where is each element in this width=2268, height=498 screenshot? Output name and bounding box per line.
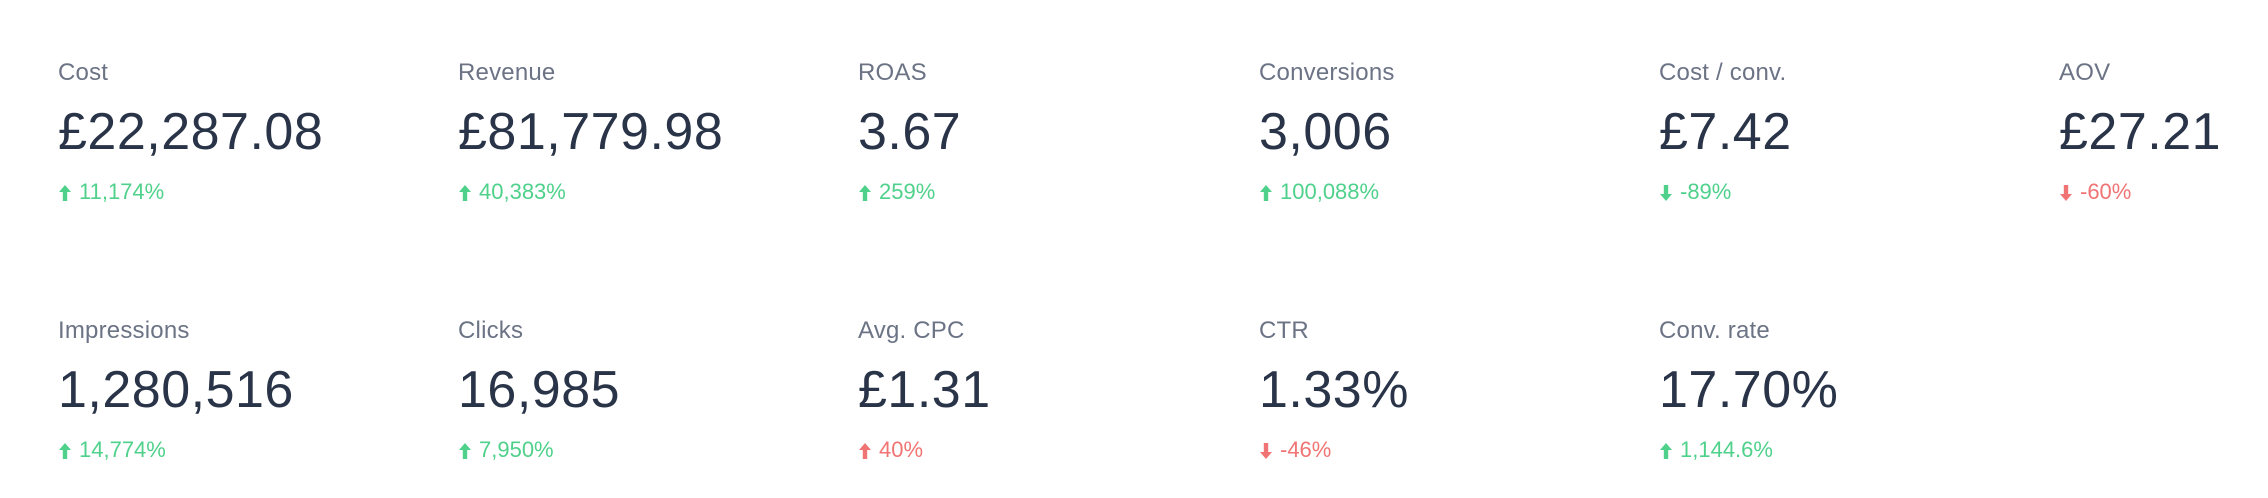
arrow-down-icon [2059, 183, 2073, 203]
kpi-change: -89% [1659, 178, 1731, 206]
kpi-label: Conv. rate [1659, 317, 1770, 344]
kpi-label: CTR [1259, 317, 1309, 344]
kpi-change-value: -60% [2080, 179, 2132, 204]
kpi-change-value: -46% [1280, 437, 1332, 462]
kpi-conv-rate: Conv. rate 17.70% 1,144.6% [1659, 316, 2039, 496]
kpi-row: Cost £22,287.08 11,174% Revenue £81,779.… [58, 58, 2268, 238]
arrow-up-icon [458, 183, 472, 203]
kpi-value: £22,287.08 [58, 103, 324, 161]
arrow-up-icon [858, 441, 872, 461]
kpi-change-value: -89% [1680, 179, 1732, 204]
arrow-down-icon [1659, 183, 1673, 203]
kpi-label: AOV [2059, 59, 2111, 86]
arrow-up-icon [1259, 183, 1273, 203]
kpi-value: 1,280,516 [58, 361, 294, 419]
kpi-conversions: Conversions 3,006 100,088% [1259, 58, 1639, 238]
kpi-cost: Cost £22,287.08 11,174% [58, 58, 438, 238]
kpi-change-value: 14,774% [79, 437, 166, 462]
arrow-down-icon [1259, 441, 1273, 461]
kpi-value: 17.70% [1659, 361, 1839, 419]
kpi-row: Impressions 1,280,516 14,774% Clicks 16,… [58, 316, 2268, 496]
kpi-label: Conversions [1259, 59, 1395, 86]
kpi-change-value: 40% [879, 437, 924, 462]
kpi-change-value: 40,383% [479, 179, 566, 204]
kpi-change: -60% [2059, 178, 2131, 206]
kpi-change: 1,144.6% [1659, 436, 1773, 464]
kpi-value: 3.67 [858, 103, 962, 161]
kpi-label: Cost [58, 59, 109, 86]
kpi-revenue: Revenue £81,779.98 40,383% [458, 58, 838, 238]
kpi-change: 14,774% [58, 436, 166, 464]
kpi-change-value: 11,174% [79, 179, 165, 204]
kpi-impressions: Impressions 1,280,516 14,774% [58, 316, 438, 496]
kpi-value: £1.31 [858, 361, 991, 419]
kpi-grid: Cost £22,287.08 11,174% Revenue £81,779.… [58, 0, 2268, 498]
arrow-up-icon [858, 183, 872, 203]
kpi-change: -46% [1259, 436, 1331, 464]
kpi-label: Clicks [458, 317, 524, 344]
kpi-change: 40% [858, 436, 923, 464]
kpi-label: ROAS [858, 59, 927, 86]
kpi-avg-cpc: Avg. CPC £1.31 40% [858, 316, 1238, 496]
kpi-value: £27.21 [2059, 103, 2222, 161]
arrow-up-icon [1659, 441, 1673, 461]
kpi-change: 11,174% [58, 178, 164, 206]
kpi-aov: AOV £27.21 -60% [2059, 58, 2268, 238]
kpi-change-value: 7,950% [479, 437, 554, 462]
kpi-label: Avg. CPC [858, 317, 965, 344]
kpi-label: Revenue [458, 59, 556, 86]
kpi-change: 100,088% [1259, 178, 1379, 206]
kpi-value: 1.33% [1259, 361, 1409, 419]
kpi-clicks: Clicks 16,985 7,950% [458, 316, 838, 496]
kpi-change-value: 1,144.6% [1680, 437, 1773, 462]
kpi-change-value: 259% [879, 179, 936, 204]
kpi-value: 3,006 [1259, 103, 1392, 161]
kpi-label: Impressions [58, 317, 190, 344]
arrow-up-icon [458, 441, 472, 461]
kpi-change: 7,950% [458, 436, 554, 464]
kpi-roas: ROAS 3.67 259% [858, 58, 1238, 238]
kpi-change: 40,383% [458, 178, 566, 206]
kpi-change: 259% [858, 178, 935, 206]
arrow-up-icon [58, 441, 72, 461]
kpi-cost-per-conversion: Cost / conv. £7.42 -89% [1659, 58, 2039, 238]
kpi-value: 16,985 [458, 361, 621, 419]
kpi-ctr: CTR 1.33% -46% [1259, 316, 1639, 496]
kpi-change-value: 100,088% [1280, 179, 1380, 204]
kpi-label: Cost / conv. [1659, 59, 1787, 86]
kpi-value: £81,779.98 [458, 103, 724, 161]
arrow-up-icon [58, 183, 72, 203]
kpi-value: £7.42 [1659, 103, 1792, 161]
